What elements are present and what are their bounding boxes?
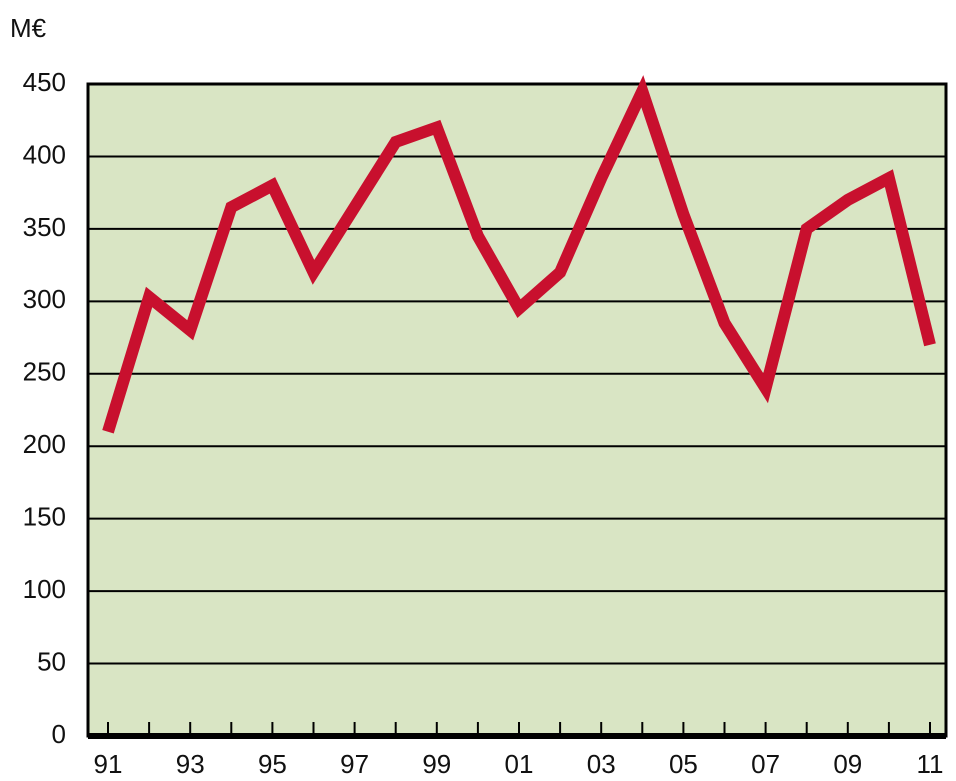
x-tick-label: 01 xyxy=(505,749,534,779)
data-line xyxy=(102,75,936,434)
x-tick-label: 99 xyxy=(422,749,451,779)
x-tick-label: 05 xyxy=(669,749,698,779)
y-tick-label: 150 xyxy=(23,502,66,532)
y-axis-label: M€ xyxy=(10,13,47,43)
x-tick-label: 91 xyxy=(94,749,123,779)
x-tick-label: 97 xyxy=(340,749,369,779)
y-tick-label: 250 xyxy=(23,357,66,387)
y-tick-label: 100 xyxy=(23,574,66,604)
x-tick-label: 07 xyxy=(751,749,780,779)
x-tick-label: 95 xyxy=(258,749,287,779)
plot-area xyxy=(88,84,946,736)
y-tick-label: 300 xyxy=(23,284,66,314)
y-tick-label: 350 xyxy=(23,212,66,242)
x-tick-label: 11 xyxy=(917,749,944,779)
y-tick-label: 450 xyxy=(23,67,66,97)
x-tick-label: 09 xyxy=(833,749,862,779)
y-tick-label: 400 xyxy=(23,139,66,169)
x-tick-label: 93 xyxy=(176,749,205,779)
x-tick-label: 03 xyxy=(587,749,616,779)
y-tick-label: 0 xyxy=(52,719,66,749)
y-tick-label: 200 xyxy=(23,429,66,459)
y-tick-label: 50 xyxy=(37,646,66,676)
